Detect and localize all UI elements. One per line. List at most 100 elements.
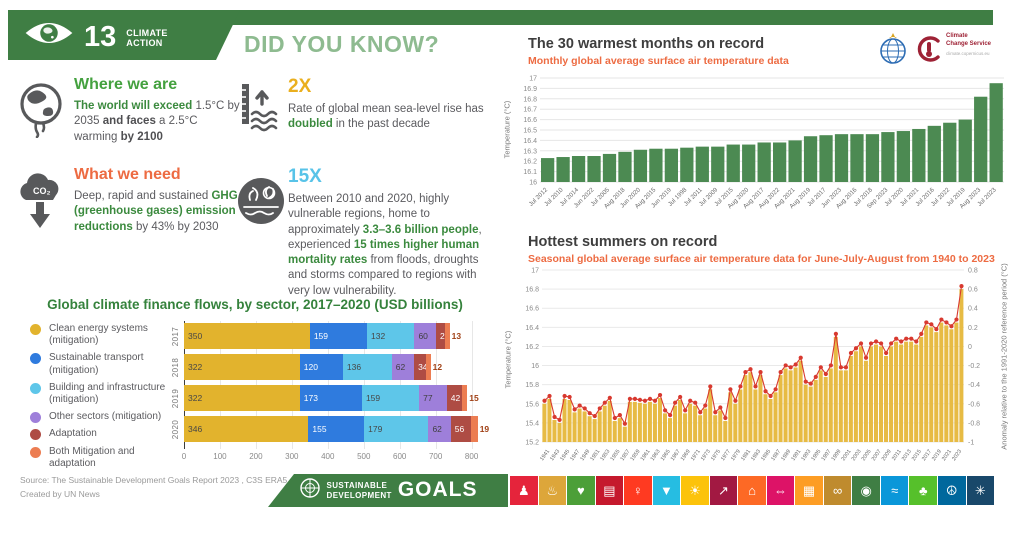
need-text: Deep, rapid and sustained GHG (greenhous… bbox=[74, 190, 238, 233]
sdg-banner: SUSTAINABLE DEVELOPMENT GOALS bbox=[268, 474, 508, 507]
sdg13-goal-block: 13 CLIMATE ACTION bbox=[8, 10, 240, 60]
warmest-months-subtitle: Monthly global average surface air tempe… bbox=[528, 55, 789, 67]
where-text: The world will exceed 1.5°C by 2035 and … bbox=[74, 100, 240, 143]
hottest-summers-title: Hottest summers on record bbox=[528, 234, 718, 250]
need-title: What we need bbox=[74, 166, 181, 183]
logos: Climate Change Service climate.copernicus… bbox=[878, 33, 991, 70]
svg-text:1989: 1989 bbox=[780, 449, 792, 462]
legend-swatch bbox=[30, 446, 41, 458]
sdg-15-life-on-land-icon: ♣ bbox=[909, 476, 937, 505]
svg-text:16.7: 16.7 bbox=[523, 107, 537, 114]
hottest-summers-subtitle: Seasonal global average surface air temp… bbox=[528, 253, 995, 265]
legend-item: Sustainable transport (mitigation) bbox=[30, 352, 170, 376]
summers-left-axis-label: Temperature (°C) bbox=[503, 330, 513, 389]
svg-text:2017: 2017 bbox=[921, 449, 933, 462]
legend-label: Clean energy systems (mitigation) bbox=[49, 323, 148, 347]
svg-text:0.4: 0.4 bbox=[968, 306, 978, 313]
svg-text:0.8: 0.8 bbox=[968, 268, 978, 275]
svg-text:15.6: 15.6 bbox=[525, 401, 539, 408]
svg-text:1987: 1987 bbox=[770, 449, 782, 462]
svg-text:1977: 1977 bbox=[720, 449, 732, 462]
svg-text:1945: 1945 bbox=[559, 449, 571, 462]
sdg-9-industry-innovation-icon: ⌂ bbox=[738, 476, 766, 505]
warmest-months-chart: 17 16.9 16.8 16.7 16.6 16.5 16.4 16.3 16.2 16.1 16… bbox=[523, 76, 1004, 210]
svg-text:1985: 1985 bbox=[760, 449, 772, 462]
sdg-3-good-health-icon: ♥ bbox=[567, 476, 595, 505]
summers-right-axis-label: Anomaly relative to the 1991-2020 refere… bbox=[999, 263, 1009, 450]
finance-chart-title: Global climate finance flows, by sector,… bbox=[47, 297, 463, 312]
fact-what-we-need: What we need Deep, rapid and sustained G… bbox=[74, 166, 252, 235]
finance-bar-row: 2017350159132602513 bbox=[168, 323, 498, 349]
svg-text:1965: 1965 bbox=[660, 449, 672, 462]
sdg-goals-text: GOALS bbox=[397, 477, 478, 501]
svg-text:2023: 2023 bbox=[951, 449, 963, 462]
svg-text:1941: 1941 bbox=[539, 449, 551, 462]
svg-text:-1: -1 bbox=[968, 440, 974, 447]
svg-text:1979: 1979 bbox=[730, 449, 742, 462]
sdg-14-life-below-water-icon: ≈ bbox=[880, 476, 909, 505]
sdg-7-clean-energy-icon: ☀ bbox=[681, 476, 709, 505]
fact-2x: 2X Rate of global mean sea-level rise ha… bbox=[288, 76, 484, 133]
svg-text:17: 17 bbox=[529, 76, 537, 83]
svg-text:15.4: 15.4 bbox=[525, 420, 539, 427]
svg-text:17: 17 bbox=[531, 268, 539, 275]
svg-text:1991: 1991 bbox=[790, 449, 802, 462]
sdg-5-gender-equality-icon: ♀ bbox=[624, 476, 652, 505]
svg-text:16.2: 16.2 bbox=[523, 159, 537, 166]
wmo-logo bbox=[878, 33, 908, 70]
svg-text:0.6: 0.6 bbox=[968, 287, 978, 294]
svg-text:16.9: 16.9 bbox=[523, 86, 537, 93]
svg-text:1957: 1957 bbox=[620, 449, 632, 462]
svg-text:2007: 2007 bbox=[871, 449, 883, 462]
where-title: Where we are bbox=[74, 76, 178, 93]
finance-bar-row: 2020 346 155 179 62 56 19 bbox=[168, 416, 498, 442]
legend-label: Other sectors (mitigation) bbox=[49, 411, 162, 423]
svg-text:16.1: 16.1 bbox=[523, 169, 537, 176]
svg-text:2009: 2009 bbox=[881, 449, 893, 462]
hottest-summers-chart: 17 0.8 16.8 0.6 16.6 0.4 16.4 0.2 16.2 0 16 -0.2 15.… bbox=[525, 268, 980, 463]
sdg-16-peace-justice-icon: ☮ bbox=[937, 476, 966, 505]
svg-text:-0.4: -0.4 bbox=[968, 382, 980, 389]
svg-text:1955: 1955 bbox=[610, 449, 622, 462]
legend-label: Both Mitigation and adaptation bbox=[49, 445, 135, 469]
legend-item: Clean energy systems (mitigation) bbox=[30, 323, 170, 347]
sdg-8-economic-growth-icon: ↗ bbox=[709, 476, 738, 505]
svg-text:16: 16 bbox=[529, 180, 537, 187]
svg-text:2005: 2005 bbox=[861, 449, 873, 462]
svg-text:1983: 1983 bbox=[750, 449, 762, 462]
did-you-know-title: DID YOU KNOW? bbox=[244, 31, 440, 57]
svg-text:1997: 1997 bbox=[821, 449, 833, 462]
finance-bar-row: 2018 322 120 136 62 34 12 bbox=[168, 354, 498, 380]
svg-text:16.6: 16.6 bbox=[523, 117, 537, 124]
sdg-12-responsible-consumption-icon: ∞ bbox=[823, 476, 852, 505]
vulnerability-icon bbox=[236, 176, 286, 231]
sdg-6-clean-water-icon: ▼ bbox=[652, 476, 681, 505]
source-note: Source: The Sustainable Development Goal… bbox=[20, 475, 318, 499]
svg-text:1969: 1969 bbox=[680, 449, 692, 462]
svg-text:1943: 1943 bbox=[549, 449, 561, 462]
svg-text:1981: 1981 bbox=[740, 449, 752, 462]
svg-text:16.6: 16.6 bbox=[525, 306, 539, 313]
svg-text:1963: 1963 bbox=[650, 449, 662, 462]
sdg-11-sustainable-cities-icon: ▦ bbox=[795, 476, 823, 505]
legend-item: Building and infrastructure (mitigation) bbox=[30, 382, 170, 406]
sdg-10-reduced-inequalities-icon: ⇔ bbox=[766, 476, 795, 505]
fact-2x-title: 2X bbox=[288, 76, 312, 97]
svg-text:1995: 1995 bbox=[811, 449, 823, 462]
header-strip bbox=[8, 10, 993, 25]
legend-item: Other sectors (mitigation) bbox=[30, 411, 170, 424]
svg-text:16.5: 16.5 bbox=[523, 128, 537, 135]
svg-text:1975: 1975 bbox=[710, 449, 722, 462]
legend-label: Adaptation bbox=[49, 428, 97, 440]
legend-swatch bbox=[30, 353, 41, 365]
fact-15x-text: Between 2010 and 2020, highly vulnerable… bbox=[288, 193, 482, 297]
legend-item: Adaptation bbox=[30, 428, 170, 441]
svg-text:1953: 1953 bbox=[600, 449, 612, 462]
svg-text:16.4: 16.4 bbox=[523, 138, 537, 145]
svg-text:1967: 1967 bbox=[670, 449, 682, 462]
svg-text:2021: 2021 bbox=[941, 449, 953, 462]
svg-text:16.8: 16.8 bbox=[523, 96, 537, 103]
warmest-months-title: The 30 warmest months on record bbox=[528, 36, 765, 52]
